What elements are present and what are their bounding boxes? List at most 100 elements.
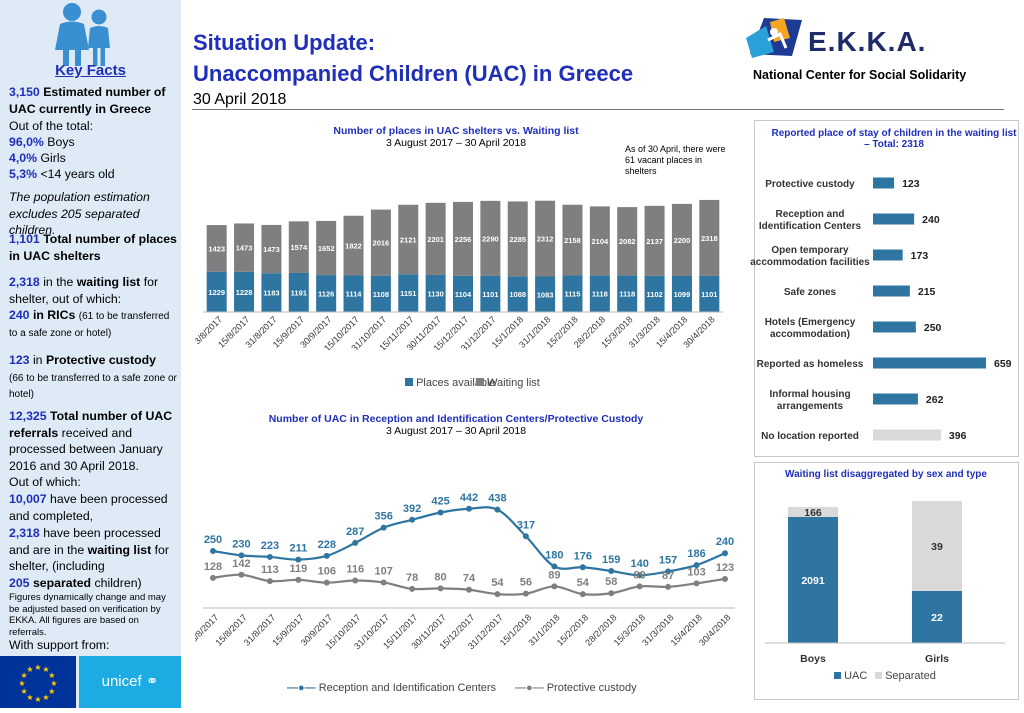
pc-point	[608, 590, 615, 597]
ric-value-label: 186	[687, 548, 705, 560]
pc-value-label: 54	[577, 577, 590, 589]
waiting-bar	[671, 203, 692, 276]
eu-flag: ★ ★ ★ ★ ★ ★ ★ ★ ★ ★ ★ ★	[0, 656, 76, 708]
fact-processed: 10,007 have been processed and completed…	[9, 492, 168, 523]
waiting-bar	[234, 223, 255, 272]
chart1-subtitle: 3 August 2017 – 30 April 2018	[385, 137, 527, 149]
legend-swatch-icon	[476, 378, 484, 386]
pc-value-label: 123	[716, 562, 734, 574]
ric-point	[551, 563, 558, 570]
ric-value-label: 240	[716, 536, 734, 548]
waiting-bar	[535, 200, 556, 277]
fact-protective-custody: 123 in Protective custody (66 to be trans…	[9, 353, 177, 400]
unicef-globe-icon: ⚭	[145, 673, 159, 690]
waiting-bar	[617, 207, 638, 276]
chart4-svg: 2091 166 Boys 22 39 Girls	[765, 501, 1005, 665]
support-label: With support from:	[9, 638, 110, 652]
category-label: Safe zones	[784, 287, 837, 298]
places-value-label: 1229	[208, 288, 225, 297]
ric-point	[722, 550, 728, 557]
legend-swatch-icon	[405, 378, 413, 386]
ric-value-label: 157	[659, 554, 677, 566]
pc-point	[323, 579, 330, 586]
chart3-svg: Protective custody 123 Reception and Identi…	[750, 177, 1012, 442]
eu-star-icon: ★	[42, 693, 49, 702]
places-value-label: 1101	[701, 290, 717, 299]
legend-line-icon: —●—	[515, 682, 544, 694]
pc-value-label: 58	[605, 576, 617, 588]
legend-swatch-icon	[834, 672, 841, 679]
fact-estimated: 3,150 Estimated number of UAC currently …	[9, 85, 166, 116]
waiting-value-label: 2158	[564, 236, 581, 245]
children-icon	[55, 3, 110, 66]
chart4-legend-separated: Separated	[875, 670, 936, 682]
ric-value-label: 250	[204, 534, 222, 546]
places-value-label: 1114	[346, 290, 363, 299]
pc-value-label: 78	[406, 572, 418, 584]
places-bar	[535, 276, 556, 312]
place-value-label: 173	[911, 250, 929, 262]
places-value-label: 1083	[537, 290, 554, 299]
ric-value-label: 140	[630, 558, 648, 570]
ric-point	[238, 552, 245, 559]
places-value-label: 1108	[373, 290, 389, 299]
ric-value-label: 176	[574, 550, 592, 562]
ric-point	[665, 568, 672, 575]
separated-value-label: 166	[804, 507, 822, 519]
waiting-value-label: 2318	[701, 234, 718, 243]
ric-point	[437, 509, 444, 516]
eu-star-icon: ★	[26, 665, 33, 674]
places-bar	[507, 276, 528, 312]
places-bar	[343, 275, 364, 312]
ric-point	[210, 548, 216, 554]
chart2-legend-ric: —●— Reception and Identification Centers	[287, 682, 497, 694]
places-value-label: 1191	[291, 288, 307, 297]
places-bar	[206, 271, 227, 312]
ekka-logo-icon	[746, 18, 802, 58]
ric-value-label: 228	[318, 539, 336, 551]
places-value-label: 1228	[236, 288, 253, 297]
separated-bar	[788, 507, 838, 518]
pc-point	[210, 574, 216, 581]
waiting-bar	[644, 205, 665, 276]
pc-value-label: 142	[232, 558, 250, 570]
category-label: Reported as homeless	[757, 359, 864, 370]
eu-star-icon: ★	[26, 693, 33, 702]
place-bar	[873, 357, 986, 369]
places-bar	[398, 274, 419, 312]
ric-value-label: 438	[488, 493, 506, 505]
waiting-value-label: 2104	[591, 237, 609, 246]
category-label: Girls	[925, 653, 949, 665]
waiting-bar	[370, 209, 391, 276]
pc-value-label: 87	[662, 570, 674, 582]
eu-star-icon: ★	[21, 687, 28, 696]
x-tick-label: 30/4/2018	[697, 612, 732, 647]
page-title-line2: Unaccompanied Children (UAC) in Greece	[193, 61, 634, 86]
place-value-label: 240	[922, 214, 940, 226]
chart2-subtitle: 3 August 2017 – 30 April 2018	[385, 425, 527, 437]
chart1-svg: 122914233/8/20171228147315/8/20171183147…	[195, 199, 723, 350]
pc-value-label: 54	[491, 577, 504, 589]
ric-value-label: 442	[460, 492, 478, 504]
eu-star-icon: ★	[42, 665, 49, 674]
places-value-label: 1088	[509, 290, 526, 299]
place-bar	[873, 177, 895, 189]
pc-point	[352, 577, 359, 584]
pc-point	[522, 590, 529, 597]
places-value-label: 1118	[619, 290, 635, 299]
place-value-label: 659	[994, 358, 1012, 370]
separated-value-label: 39	[931, 541, 943, 553]
chart4-title: Waiting list disaggregated by sex and ty…	[785, 469, 987, 480]
category-label: Hotels (Emergency accommodation)	[765, 317, 856, 340]
eu-star-icon: ★	[18, 679, 25, 688]
sex-type-panel	[754, 462, 1019, 700]
waiting-value-label: 2121	[400, 236, 417, 245]
pc-point	[409, 585, 416, 592]
figures-note: Figures dynamically change and may be ad…	[9, 592, 166, 637]
fact-waiting: 2,318 in the waiting list for shelter, o…	[9, 275, 159, 306]
page-title-line1: Situation Update:	[193, 30, 376, 55]
waiting-value-label: 2082	[619, 237, 636, 246]
ric-point	[295, 556, 302, 563]
pc-point	[238, 571, 245, 578]
waiting-bar	[316, 220, 337, 276]
